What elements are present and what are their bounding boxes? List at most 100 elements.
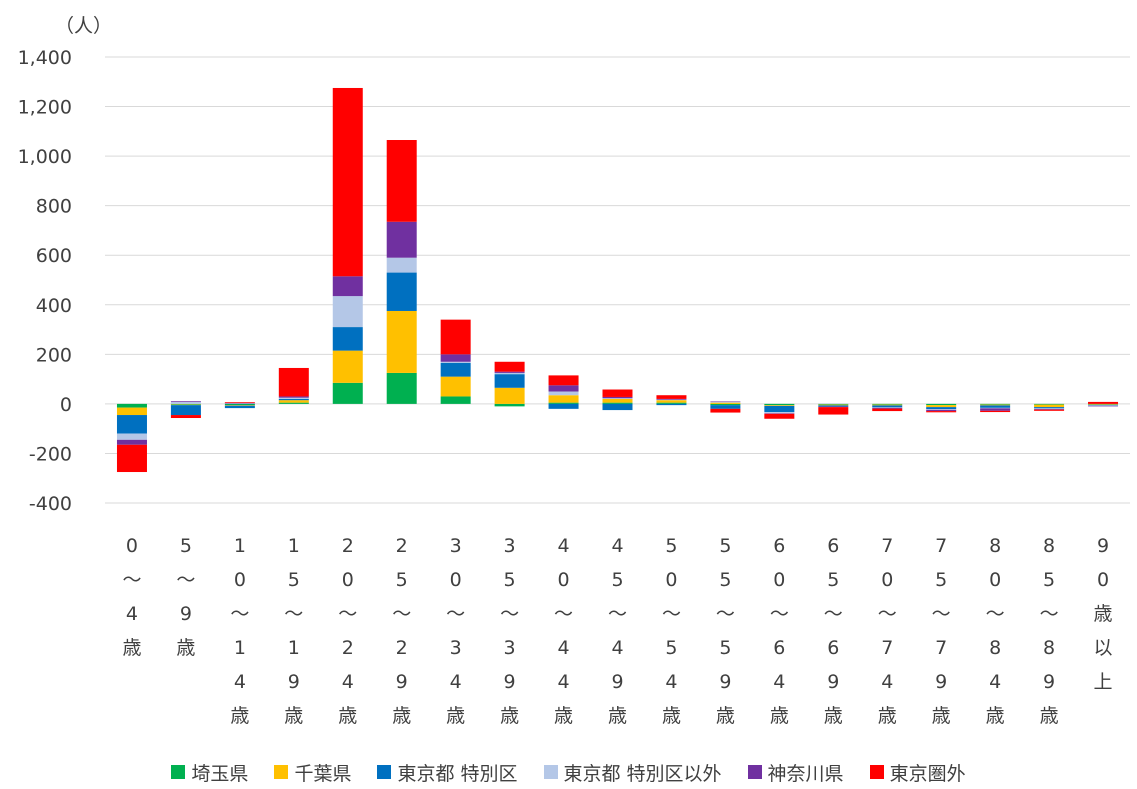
legend-label: 神奈川県 xyxy=(767,762,844,785)
category-label-char: 歳 xyxy=(392,705,411,727)
category-label: 5 0 〜 5 4 歳 xyxy=(662,535,681,727)
category-label-char: 歳 xyxy=(716,705,735,727)
category-label-char: 9 xyxy=(611,671,623,693)
bar-segment xyxy=(224,402,255,404)
bar-segment xyxy=(872,408,903,412)
category-label-char: 4 xyxy=(989,671,1001,693)
category-label-char: 歳 xyxy=(824,705,843,727)
x-axis-category-labels: 0 〜 4 歳 5 〜 9 歳 1 0 〜 1 4 歳 1 5 〜 1 9 歳 2 0 〜 2 4 歳 2 5 〜 2 9 歳 3 0 〜 3 4 歳 3 5… xyxy=(122,535,1112,727)
bar-segment xyxy=(818,404,849,406)
bar-segment xyxy=(926,411,957,413)
category-label-char: 0 xyxy=(665,569,677,591)
bar-segment xyxy=(1034,403,1065,405)
bar-segment xyxy=(1034,404,1065,408)
bar-segment xyxy=(116,439,147,445)
category-label-char: 歳 xyxy=(608,705,627,727)
category-label: 5 〜 9 歳 xyxy=(176,535,195,659)
bar-segment xyxy=(494,372,525,375)
bar-segment xyxy=(872,404,903,406)
category-label-char: 4 xyxy=(234,671,246,693)
category-label-char: 9 xyxy=(935,671,947,693)
category-label-char: 0 xyxy=(773,569,785,591)
bar-segment xyxy=(872,403,903,405)
bar-segment xyxy=(116,415,147,434)
bar-segment xyxy=(818,403,849,404)
bar-segment xyxy=(656,395,687,399)
bar-segment xyxy=(872,407,903,408)
bar-segment xyxy=(440,354,471,362)
y-axis-tick-labels: 1,400 1,200 1,000 800 600 400 200 0 -200 -400 xyxy=(18,47,72,515)
category-label-char: 0 xyxy=(450,569,462,591)
y-tick-label: 200 xyxy=(36,344,72,366)
bar-segment xyxy=(332,296,363,328)
category-label-char: 0 xyxy=(234,569,246,591)
bar-segment xyxy=(980,408,1011,411)
bar-segment xyxy=(548,403,579,409)
category-label: 2 5 〜 2 9 歳 xyxy=(392,535,411,727)
category-label-char: 〜 xyxy=(500,603,519,625)
category-label-char: 9 xyxy=(827,671,839,693)
category-label-char: 歳 xyxy=(554,705,573,727)
bar-segment xyxy=(386,140,417,222)
bar-segment xyxy=(656,400,687,403)
category-label-char: 5 xyxy=(1043,569,1055,591)
category-label: 4 5 〜 4 9 歳 xyxy=(608,535,627,727)
category-label-char: 1 xyxy=(234,535,246,557)
category-label-char: 上 xyxy=(1094,671,1113,693)
bar-segment xyxy=(764,405,795,413)
category-label-char: 4 xyxy=(342,671,354,693)
category-label-char: 歳 xyxy=(878,705,897,727)
bar-segment xyxy=(1088,404,1119,406)
bar-segment xyxy=(602,402,633,404)
y-tick-label: 800 xyxy=(36,196,72,218)
category-label: 3 0 〜 3 4 歳 xyxy=(446,535,465,727)
category-label-char: 〜 xyxy=(1040,603,1059,625)
category-label-char: 4 xyxy=(558,535,570,557)
bar-segment xyxy=(332,350,363,383)
category-label-char: 1 xyxy=(288,535,300,557)
bar-segment xyxy=(224,403,255,404)
category-label-char: 6 xyxy=(827,535,839,557)
category-label-char: 9 xyxy=(288,671,300,693)
category-label-char: 8 xyxy=(989,535,1001,557)
bar-segment xyxy=(116,433,147,440)
y-tick-label: 1,000 xyxy=(18,146,72,168)
bar-segment xyxy=(710,405,741,409)
bar-segment xyxy=(1034,409,1065,411)
bar-segment xyxy=(764,405,795,406)
bar-segment xyxy=(818,407,849,415)
legend-swatch xyxy=(274,765,289,779)
category-label-char: 5 xyxy=(827,569,839,591)
legend-item: 東京都 特別区以外 xyxy=(543,759,722,786)
bar-segment xyxy=(332,327,363,351)
bar-segment xyxy=(980,403,1011,405)
category-label-char: 1 xyxy=(234,637,246,659)
category-label-char: 〜 xyxy=(338,603,357,625)
bar-segment xyxy=(1088,405,1119,406)
legend: 埼玉県 千葉県 東京都 特別区 東京都 特別区以外 神奈川県 東京圏外 xyxy=(0,757,1137,787)
category-label-char: 〜 xyxy=(392,603,411,625)
category-label-char: 1 xyxy=(288,637,300,659)
bar-segment xyxy=(386,221,417,258)
category-label-char: 3 xyxy=(504,535,516,557)
legend-item: 埼玉県 xyxy=(171,759,248,786)
bar-segment xyxy=(764,413,795,419)
category-label-char: 歳 xyxy=(284,705,303,727)
bar-segment xyxy=(710,408,741,413)
category-label-char: 〜 xyxy=(716,603,735,625)
category-label: 6 5 〜 6 9 歳 xyxy=(824,535,843,727)
bar-segment xyxy=(440,363,471,377)
bar-segment xyxy=(386,372,417,404)
bar-segment xyxy=(278,397,309,399)
category-label-char: 9 xyxy=(396,671,408,693)
bar-segment xyxy=(1034,407,1065,409)
legend-item: 千葉県 xyxy=(274,759,351,786)
category-label-char: 6 xyxy=(773,637,785,659)
bar-segment xyxy=(548,395,579,403)
category-label: 2 0 〜 2 4 歳 xyxy=(338,535,357,727)
legend-label: 東京都 特別区 xyxy=(397,762,518,785)
category-label-char: 7 xyxy=(881,535,893,557)
stacked-bar-chart: （人） 1,4001,2001,0008006004002000-200-400… xyxy=(18,15,1130,727)
bar-segment xyxy=(494,403,525,407)
category-label-char: 〜 xyxy=(230,603,249,625)
